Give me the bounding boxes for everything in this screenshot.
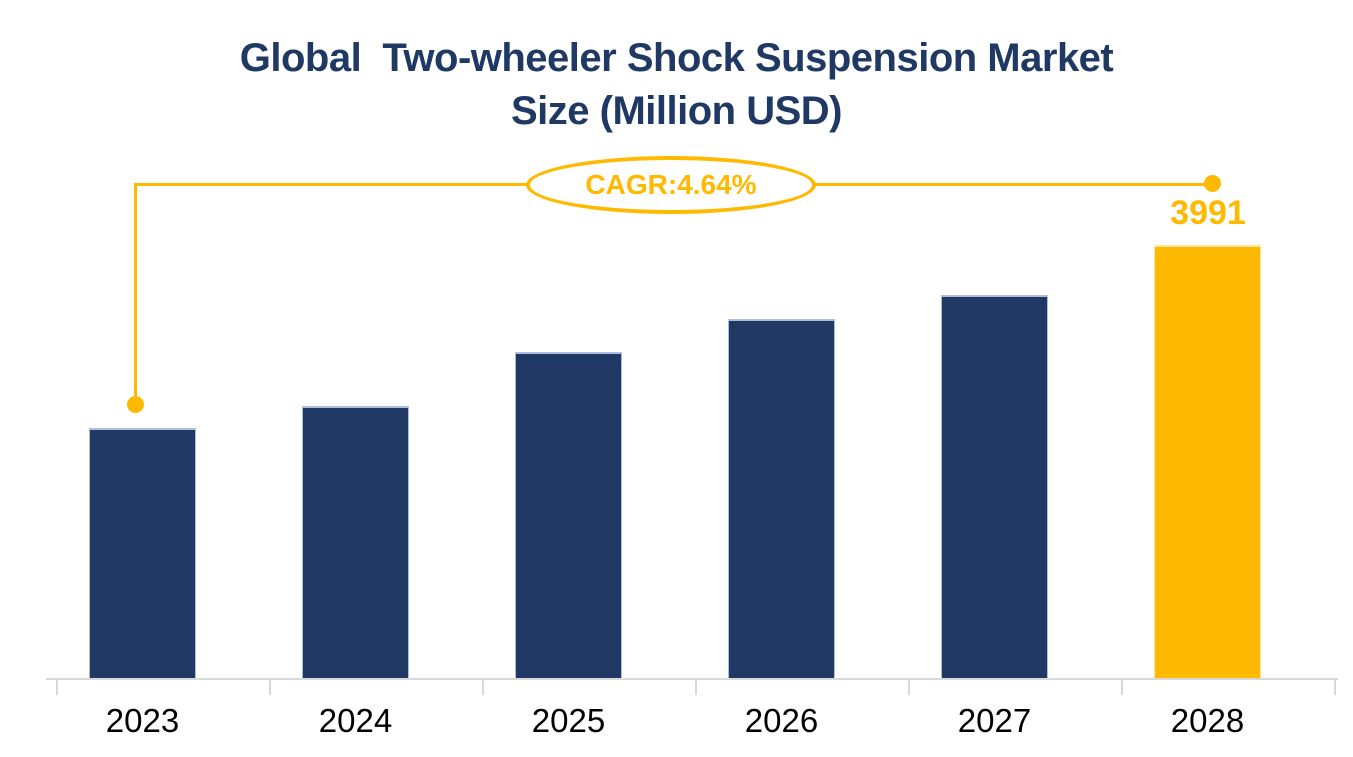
connector-dot-right — [1204, 175, 1221, 192]
x-axis-tick — [695, 678, 697, 695]
bar-2026 — [728, 319, 835, 678]
x-axis-label-2026: 2026 — [744, 702, 819, 739]
bar-2023 — [89, 428, 196, 678]
chart-title: Global Two-wheeler Shock Suspension Mark… — [0, 32, 1353, 138]
chart-title-line2: Size (Million USD) — [511, 88, 843, 133]
x-axis-label-2023: 2023 — [105, 702, 180, 739]
x-axis-tick — [1121, 678, 1123, 695]
x-axis-tick — [482, 678, 484, 695]
x-axis-label-2024: 2024 — [318, 702, 393, 739]
bar-2028 — [1154, 245, 1261, 678]
x-axis-label-2025: 2025 — [531, 702, 606, 739]
x-axis-tick — [269, 678, 271, 695]
x-axis-label-2028: 2028 — [1170, 702, 1245, 739]
cagr-badge: CAGR:4.64% — [526, 156, 816, 214]
x-axis-label-2027: 2027 — [957, 702, 1032, 739]
chart-title-line1: Global Two-wheeler Shock Suspension Mark… — [239, 36, 1114, 80]
x-axis-tick — [1334, 678, 1336, 695]
x-axis-line — [46, 678, 1338, 680]
cagr-connector-vertical-line — [134, 184, 137, 398]
cagr-label: CAGR:4.64% — [585, 169, 757, 200]
bar-2027 — [941, 295, 1048, 678]
x-axis-tick — [908, 678, 910, 695]
bar-value-label-2028: 3991 — [1170, 194, 1246, 232]
bar-2024 — [302, 406, 409, 678]
connector-dot-left — [127, 396, 144, 413]
bar-2025 — [515, 352, 622, 678]
x-axis-tick — [56, 678, 58, 695]
